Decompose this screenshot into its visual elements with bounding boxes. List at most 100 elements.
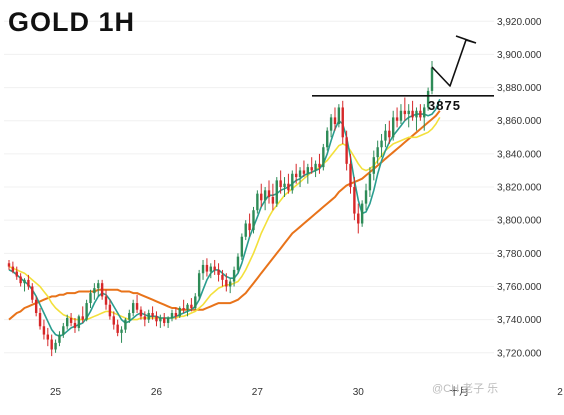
candle-body	[15, 271, 18, 277]
candle-body	[326, 130, 329, 148]
candle-body	[236, 256, 240, 270]
candle	[116, 319, 119, 337]
candle	[38, 308, 42, 330]
candle-body	[7, 263, 11, 267]
candle-body	[423, 107, 426, 118]
candle-body	[73, 322, 77, 328]
candle	[147, 309, 150, 323]
candle-body	[108, 304, 112, 317]
candle-body	[407, 110, 410, 115]
candle	[395, 107, 399, 128]
candle	[139, 306, 143, 320]
candle-body	[430, 67, 434, 91]
candle-body	[124, 319, 127, 330]
candle-body	[298, 170, 302, 178]
candle	[318, 153, 321, 174]
candle-body	[54, 342, 57, 350]
candle-body	[360, 203, 364, 224]
candle	[77, 314, 81, 332]
candle-body	[314, 163, 317, 171]
x-tick-label: 30	[353, 387, 365, 398]
candle-body	[197, 273, 201, 297]
candle	[357, 203, 360, 234]
candle-body	[93, 288, 96, 294]
candle-body	[353, 187, 356, 214]
candle-body	[135, 303, 139, 310]
candle-body	[166, 317, 170, 323]
candle	[271, 183, 275, 211]
candle	[66, 314, 69, 330]
candle-body	[411, 110, 414, 118]
candle	[89, 289, 92, 309]
candle-body	[131, 303, 135, 314]
annotations: 3875	[312, 35, 494, 113]
candle	[69, 313, 73, 327]
candle-body	[182, 308, 185, 310]
candle	[182, 299, 185, 314]
candle	[294, 163, 298, 184]
candle	[314, 160, 317, 178]
candle	[380, 133, 383, 158]
candle-body	[275, 180, 278, 204]
candle-body	[380, 140, 383, 148]
candle	[151, 306, 154, 320]
x-tick-label: 十月	[449, 385, 469, 398]
candle-body	[333, 117, 337, 125]
y-axis: 3,720.000 3,740.000 3,760.000 3,780.000 3,80…	[497, 17, 542, 360]
candle-body	[11, 266, 15, 272]
candle	[50, 334, 53, 357]
candle	[364, 183, 368, 211]
candle	[201, 259, 205, 280]
candle-body	[318, 163, 321, 168]
candle	[310, 157, 313, 174]
candle-body	[217, 269, 220, 275]
y-tick-label: 3,780.000	[497, 249, 542, 260]
candle	[388, 120, 391, 144]
candle-body	[252, 210, 255, 231]
candle-body	[97, 283, 100, 289]
x-tick-label: 25	[50, 387, 62, 398]
candle	[430, 61, 434, 95]
candle-body	[186, 304, 189, 310]
candle-body	[240, 236, 244, 257]
candle	[341, 100, 344, 144]
candle	[81, 306, 84, 323]
candle	[306, 163, 310, 184]
candle	[178, 306, 181, 318]
candle	[333, 107, 337, 131]
candle	[353, 177, 356, 221]
candle	[384, 124, 387, 148]
candle-body	[337, 107, 341, 125]
candle-body	[232, 269, 236, 282]
candle-body	[419, 110, 422, 118]
candle-body	[283, 183, 286, 188]
candle-body	[85, 303, 88, 320]
candle-body	[384, 130, 387, 141]
candle	[260, 183, 263, 207]
candle	[93, 283, 96, 300]
candlestick-series	[7, 61, 434, 357]
y-tick-label: 3,880.000	[497, 83, 542, 94]
candle	[407, 104, 410, 128]
candle-body	[329, 117, 333, 131]
x-tick-label: 2	[557, 387, 563, 398]
candle	[155, 311, 158, 327]
candle	[244, 220, 247, 241]
candle-body	[388, 130, 391, 138]
candle	[27, 274, 30, 290]
ma-mid-line	[8, 116, 441, 321]
candle-body	[128, 313, 131, 320]
candle-body	[256, 193, 259, 211]
candle	[267, 180, 271, 204]
candle	[104, 289, 108, 310]
candle-body	[279, 180, 282, 188]
candle	[143, 311, 147, 327]
candle	[213, 259, 216, 275]
candle-body	[364, 190, 368, 204]
candle	[34, 296, 38, 317]
candle-body	[205, 264, 209, 272]
candle-body	[174, 313, 178, 317]
candle	[120, 326, 123, 343]
candle	[135, 294, 139, 314]
candle-body	[415, 110, 418, 118]
